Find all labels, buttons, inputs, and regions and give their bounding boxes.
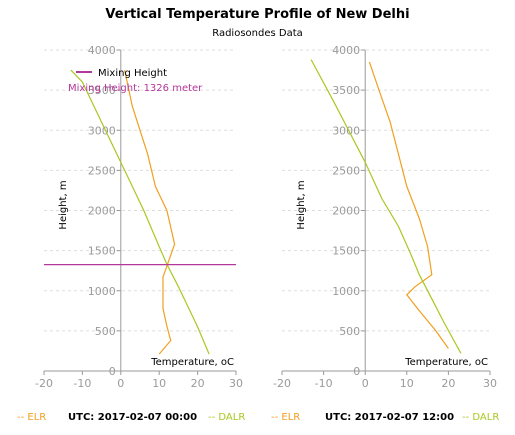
y-tick-label-right: 3000: [332, 124, 360, 137]
x-axis-label-right: Temperature, oC: [404, 357, 488, 368]
footer-utc-left: UTC: 2017-02-07 00:00: [68, 412, 198, 423]
y-axis-label-left: Height, m: [58, 180, 69, 229]
y-tick-label-left: 1500: [88, 245, 116, 258]
footer-elr-right: -- ELR: [271, 412, 301, 423]
y-tick-label-right: 2000: [332, 205, 360, 218]
chart-subtitle: Radiosondes Data: [212, 28, 303, 39]
y-tick-label-left: 2500: [88, 164, 116, 177]
mixing-height-annotation: Mixing Height: 1326 meter: [68, 83, 203, 94]
y-tick-label-left: 3000: [88, 124, 116, 137]
x-tick-label-right: 0: [362, 377, 369, 390]
series-line-dalr-left: [70, 69, 210, 355]
footer-dalr-left: -- DALR: [208, 412, 246, 423]
chart-title: Vertical Temperature Profile of New Delh…: [105, 7, 410, 22]
series-line-elr-left: [124, 69, 176, 355]
x-tick-label-left: 20: [191, 377, 205, 390]
y-tick-label-left: 500: [95, 325, 116, 338]
x-axis-label-left: Temperature, oC: [150, 357, 234, 368]
y-tick-label-right: 500: [339, 325, 360, 338]
legend-label-mixing: Mixing Height: [98, 68, 167, 79]
footer-dalr-right: -- DALR: [462, 412, 500, 423]
x-tick-label-right: 20: [441, 377, 455, 390]
x-tick-label-left: -20: [35, 377, 53, 390]
y-tick-label-right: 1500: [332, 245, 360, 258]
y-tick-label-right: 4000: [332, 44, 360, 57]
y-tick-label-right: 3500: [332, 84, 360, 97]
y-tick-label-left: 2000: [88, 205, 116, 218]
y-tick-label-right: 2500: [332, 164, 360, 177]
x-tick-label-right: -10: [315, 377, 333, 390]
x-tick-label-right: 10: [400, 377, 414, 390]
y-tick-label-left: 3500: [88, 84, 116, 97]
series-line-dalr-right: [310, 59, 462, 354]
footer-utc-right: UTC: 2017-02-07 12:00: [325, 412, 455, 423]
footer-elr-left: -- ELR: [17, 412, 47, 423]
series-line-elr-right: [368, 61, 449, 349]
y-tick-label-right: 1000: [332, 285, 360, 298]
y-tick-label-left: 1000: [88, 285, 116, 298]
x-tick-label-right: 30: [483, 377, 497, 390]
x-tick-label-right: -20: [273, 377, 291, 390]
x-tick-label-left: 0: [117, 377, 124, 390]
y-axis-label-right: Height, m: [296, 180, 307, 229]
x-tick-label-left: 10: [152, 377, 166, 390]
y-tick-label-left: 4000: [88, 44, 116, 57]
x-tick-label-left: 30: [229, 377, 243, 390]
x-tick-label-left: -10: [73, 377, 91, 390]
